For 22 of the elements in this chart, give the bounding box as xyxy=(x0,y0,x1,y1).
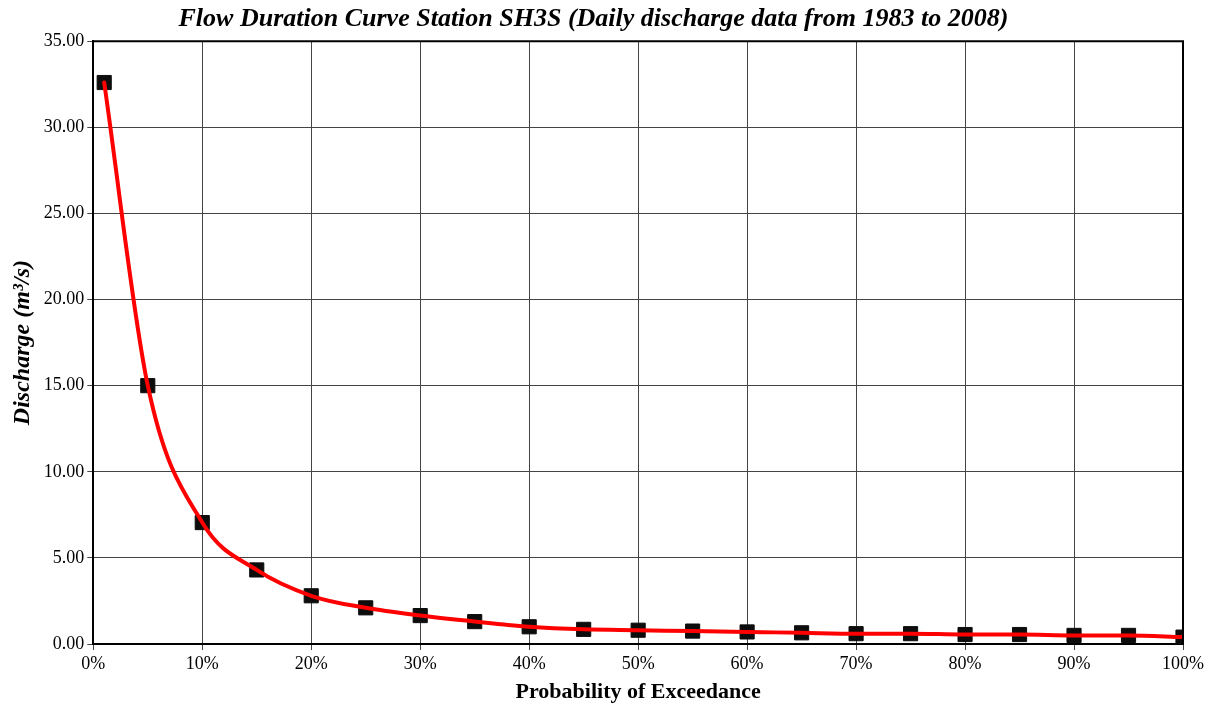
x-tick-label: 70% xyxy=(839,652,873,673)
y-tick-label: 10.00 xyxy=(43,460,85,481)
y-tick-label: 15.00 xyxy=(43,374,85,395)
x-tick-label: 0% xyxy=(81,652,106,673)
x-axis-title: Probability of Exceedance xyxy=(515,678,761,704)
x-tick-label: 100% xyxy=(1162,652,1204,673)
x-tick-label: 10% xyxy=(185,652,219,673)
y-tick-label: 30.00 xyxy=(43,116,85,137)
x-tick-label: 40% xyxy=(512,652,546,673)
chart-title: Flow Duration Curve Station SH3S (Daily discharge data from 1983 to 2008) xyxy=(177,3,1009,33)
x-tick-label: 60% xyxy=(730,652,764,673)
y-axis-title: Discharge (m³/s) xyxy=(7,260,34,427)
y-tick-label: 20.00 xyxy=(43,288,85,309)
x-tick-label: 30% xyxy=(403,652,437,673)
x-tick-label: 50% xyxy=(621,652,655,673)
x-tick-label: 20% xyxy=(294,652,328,673)
x-tick-label: 90% xyxy=(1057,652,1091,673)
y-tick-label: 35.00 xyxy=(43,29,85,50)
y-tick-label: 5.00 xyxy=(52,546,85,567)
y-tick-label: 0.00 xyxy=(52,632,85,653)
y-tick-label: 25.00 xyxy=(43,202,85,223)
x-tick-label: 80% xyxy=(948,652,982,673)
